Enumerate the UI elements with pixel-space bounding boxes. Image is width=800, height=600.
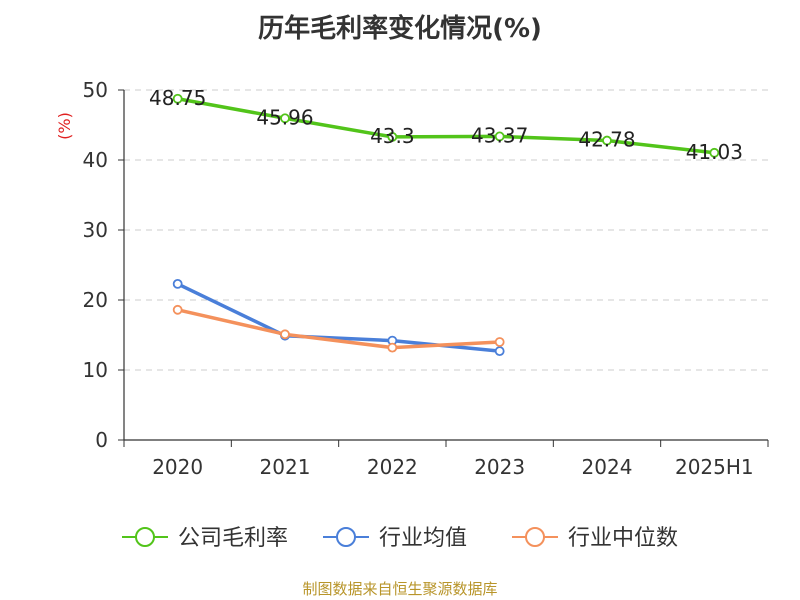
data-point — [172, 304, 183, 315]
data-point — [494, 131, 505, 142]
data-label: 48.75 — [149, 86, 206, 110]
y-axis-label: (%) — [55, 112, 74, 140]
y-tick-label: 40 — [83, 148, 108, 172]
legend-label: 行业中位数 — [568, 526, 678, 551]
chart-title: 历年毛利率变化情况(%) — [258, 14, 542, 44]
data-label: 42.78 — [578, 128, 635, 152]
x-tick-label: 2022 — [367, 455, 418, 479]
y-tick-label: 50 — [83, 78, 108, 102]
data-point — [280, 329, 290, 340]
x-tick-label: 2020 — [152, 455, 203, 479]
data-source: 制图数据来自恒生聚源数据库 — [302, 580, 498, 598]
data-point — [709, 147, 720, 158]
series-line — [177, 97, 715, 155]
data-point — [494, 337, 505, 347]
data-point — [602, 135, 612, 146]
x-tick-label: 2025H1 — [675, 455, 754, 479]
data-label: 41.03 — [686, 140, 743, 164]
x-tick-label: 2024 — [582, 455, 633, 479]
data-point — [387, 342, 398, 353]
legend-marker — [336, 527, 356, 547]
x-tick-label: 2021 — [260, 455, 311, 479]
y-tick-label: 30 — [83, 218, 108, 242]
data-label: 43.37 — [471, 123, 528, 147]
data-point — [387, 131, 398, 142]
legend-marker — [135, 527, 155, 547]
y-tick-label: 20 — [83, 288, 108, 312]
legend-label: 公司毛利率 — [178, 526, 288, 551]
data-label: 43.3 — [370, 124, 415, 148]
y-tick-label: 10 — [83, 358, 108, 382]
series-line — [177, 308, 500, 350]
y-tick-label: 0 — [95, 428, 108, 452]
data-point — [172, 93, 183, 104]
data-point — [280, 113, 290, 124]
legend-marker — [525, 527, 545, 547]
data-point — [172, 278, 183, 289]
data-point — [494, 346, 505, 357]
x-tick-label: 2023 — [474, 455, 525, 479]
data-label: 45.96 — [256, 105, 313, 129]
legend-label: 行业均值 — [379, 526, 467, 551]
